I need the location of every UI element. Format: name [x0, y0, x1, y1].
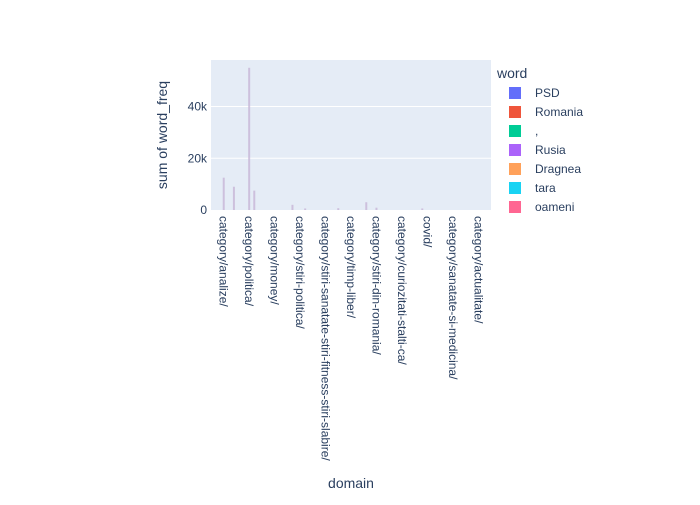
legend-swatch: [509, 106, 521, 118]
y-tick-label: 20k: [188, 151, 208, 165]
legend-swatch: [509, 201, 521, 213]
bar: [304, 208, 307, 210]
legend-swatch: [509, 163, 521, 175]
x-tick-label: category/politica/: [242, 216, 256, 307]
legend-swatch: [509, 125, 521, 137]
bar: [248, 67, 251, 210]
legend-label: ,: [535, 124, 538, 138]
x-axis-ticks: category/analize/category/politica/categ…: [217, 216, 486, 461]
bar: [337, 208, 340, 210]
legend: word PSD Romania, Rusia Dragnea tara oameni: [496, 65, 583, 214]
plot-background: [211, 60, 491, 210]
bar: [232, 186, 235, 210]
bar-layer: [222, 67, 424, 210]
x-tick-label: category/curiozitati-stalti-ca/: [395, 216, 409, 365]
legend-label: tara: [535, 181, 556, 195]
legend-label: PSD: [535, 86, 560, 100]
legend-label: Rusia: [535, 143, 566, 157]
y-axis-title: sum of word_freq: [154, 81, 170, 189]
bar: [421, 208, 424, 210]
bar: [291, 204, 294, 210]
legend-label: oameni: [535, 200, 574, 214]
y-tick-label: 40k: [188, 100, 208, 114]
x-tick-label: category/stiri-din-romania/: [369, 216, 383, 355]
bar: [365, 202, 368, 210]
x-tick-label: category/stiri-sanatate-stiri-fitness-st…: [319, 216, 333, 461]
legend-title: word: [496, 65, 527, 81]
x-axis-title: domain: [328, 475, 374, 491]
x-tick-label: category/timp-liber/: [344, 216, 358, 319]
x-tick-label: category/money/: [268, 216, 282, 305]
bar: [253, 190, 256, 210]
bar: [375, 207, 378, 210]
x-tick-label: category/actualitate/: [471, 216, 485, 324]
x-tick-label: category/analize/: [217, 216, 231, 307]
x-tick-label: category/stiri-politica/: [293, 216, 307, 329]
x-tick-label: category/sanatate-si-medicina/: [446, 216, 460, 380]
y-tick-label: 0: [200, 203, 207, 217]
legend-label: Dragnea: [535, 162, 581, 176]
legend-swatch: [509, 182, 521, 194]
legend-items: PSD Romania, Rusia Dragnea tara oameni: [509, 86, 583, 214]
y-axis-ticks: 0 20k 40k: [188, 100, 208, 217]
legend-swatch: [509, 87, 521, 99]
grid-layer: [211, 106, 491, 159]
x-tick-label: covid/: [420, 216, 434, 248]
bar: [222, 177, 225, 210]
legend-label: Romania: [535, 105, 583, 119]
legend-swatch: [509, 144, 521, 156]
